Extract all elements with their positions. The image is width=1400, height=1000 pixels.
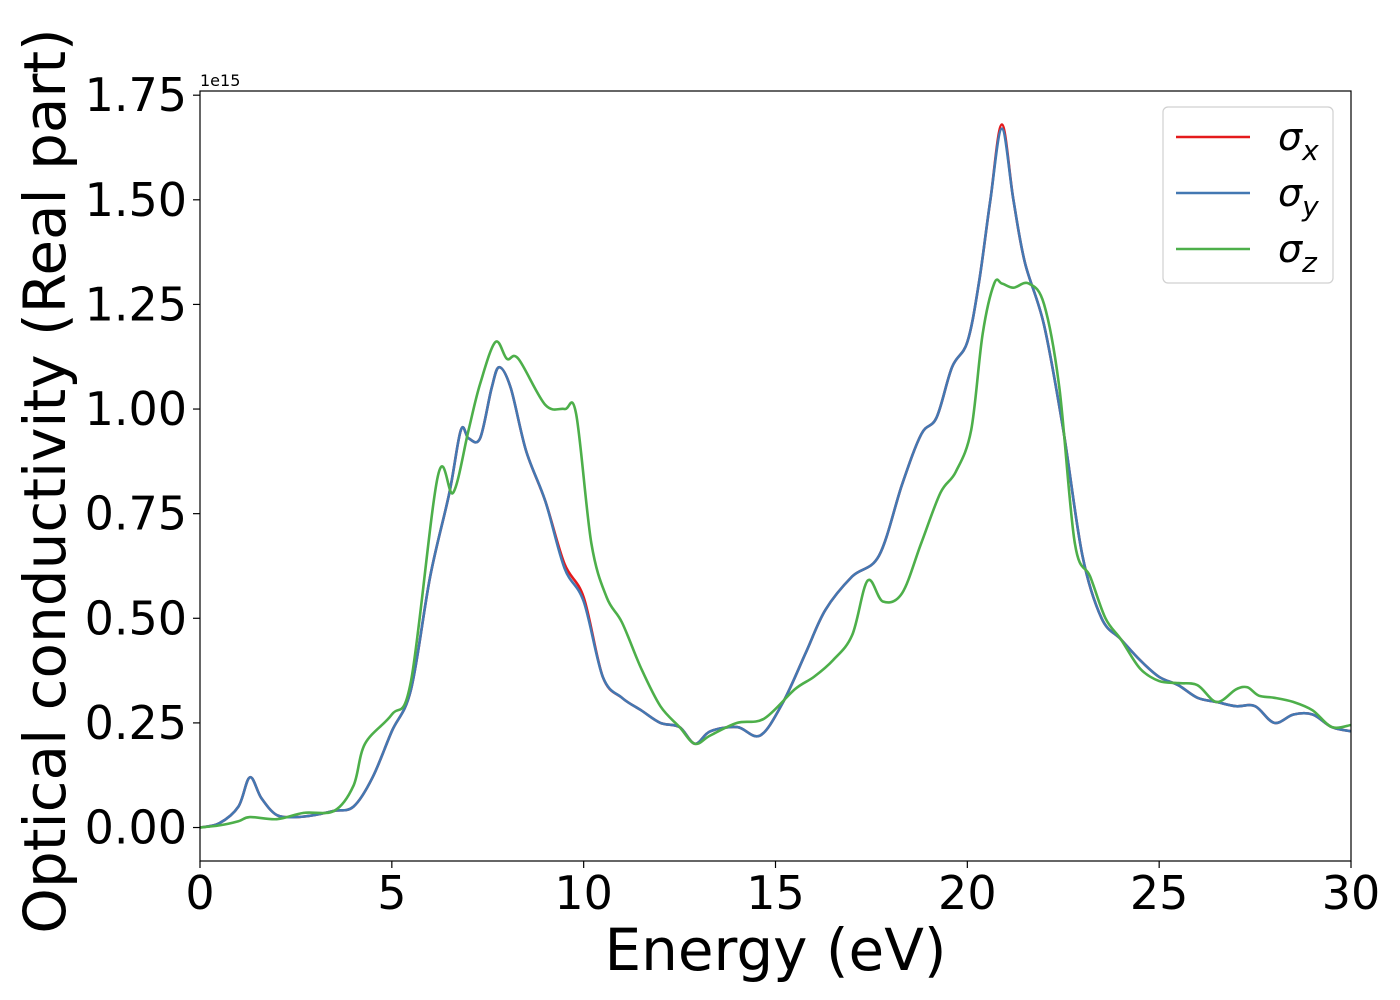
plot-series-group (200, 123, 1351, 829)
y-axis-label: Optical conductivity (Real part) (11, 28, 79, 933)
legend-item-z: σz (1176, 227, 1318, 279)
x-tick-label: 5 (377, 866, 406, 920)
legend-item-x: σx (1176, 115, 1319, 167)
y-tick-label: 0.25 (85, 696, 187, 750)
legend-label-base: σ (1278, 171, 1304, 215)
y-tick-label: 0.75 (85, 487, 187, 541)
x-tick-label: 15 (746, 866, 805, 920)
y-tick-label: 1.00 (85, 382, 187, 436)
legend-box (1162, 106, 1334, 284)
x-tick-label: 10 (554, 866, 613, 920)
series-line-z (200, 278, 1351, 829)
y-tick-label: 0.00 (85, 801, 187, 855)
x-tick-label: 20 (938, 866, 997, 920)
y-tick-label: 1.25 (85, 277, 187, 331)
y-axis: 0.00 0.25 0.50 0.75 1.00 1.25 1.50 1.75 (85, 68, 200, 855)
legend-label: σz (1278, 227, 1318, 279)
x-tick-label: 0 (185, 866, 214, 920)
legend-item-y: σy (1176, 171, 1319, 223)
legend-label-base: σ (1278, 115, 1304, 159)
legend-label-base: σ (1278, 227, 1304, 271)
x-axis-label: Energy (eV) (604, 916, 946, 984)
y-tick-label: 0.50 (85, 591, 187, 645)
series-line-y (200, 127, 1351, 829)
legend-label: σx (1278, 115, 1319, 167)
y-tick-label: 1.50 (85, 173, 187, 227)
legend-label-subscript: z (1301, 246, 1318, 279)
x-axis: 0 5 10 15 20 25 30 (185, 861, 1380, 920)
y-tick-label: 1.75 (85, 68, 187, 122)
x-tick-label: 25 (1130, 866, 1189, 920)
y-axis-offset-label: 1e15 (200, 71, 240, 90)
legend-label: σy (1278, 171, 1319, 223)
legend-label-subscript: x (1301, 134, 1319, 167)
legend-label-subscript: y (1301, 190, 1319, 223)
x-tick-label: 30 (1322, 866, 1381, 920)
